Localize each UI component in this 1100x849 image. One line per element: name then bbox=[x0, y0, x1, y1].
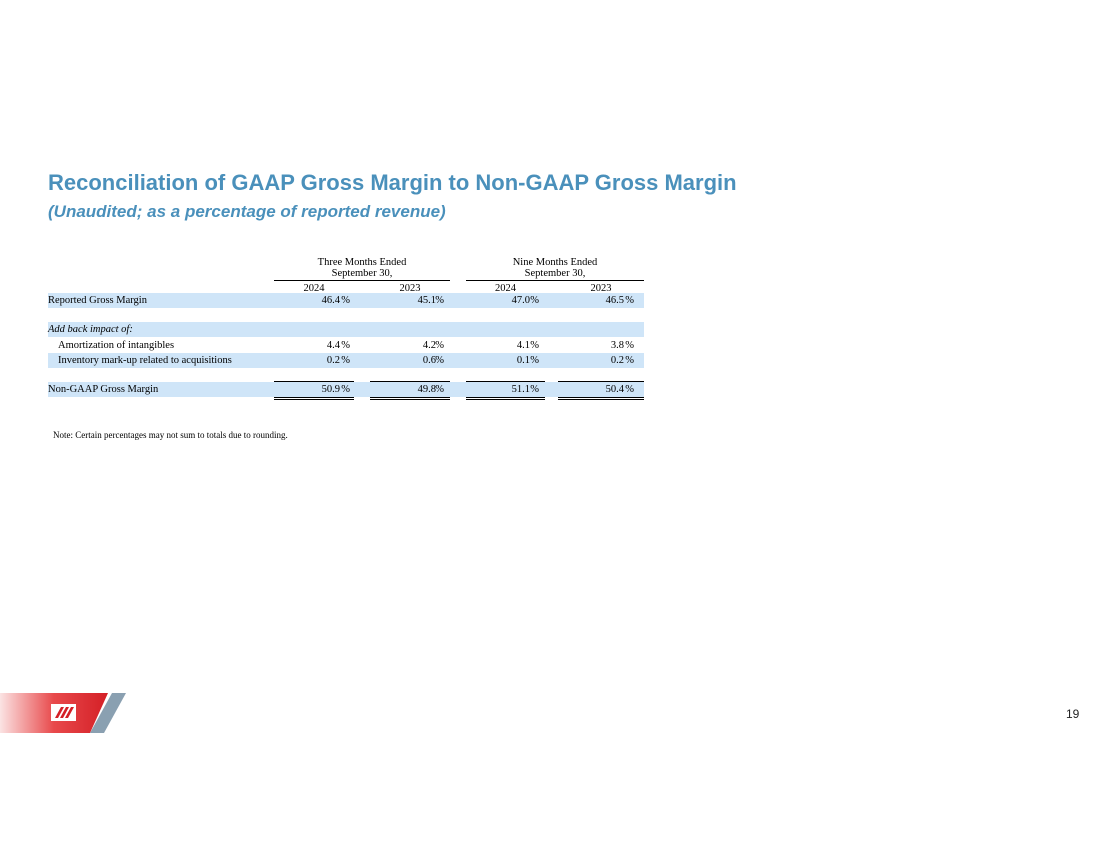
column-group-header: Three Months Ended bbox=[317, 257, 407, 268]
cell-value: 49.8 bbox=[417, 384, 436, 395]
cell-value: 0.2 bbox=[326, 355, 340, 366]
row-background bbox=[48, 353, 644, 368]
row-label: Reported Gross Margin bbox=[48, 295, 147, 306]
cell-unit: % bbox=[435, 355, 444, 366]
logo-stripe bbox=[90, 693, 126, 733]
row-label: Add back impact of: bbox=[48, 324, 133, 335]
logo bbox=[0, 693, 126, 733]
rule bbox=[558, 397, 644, 398]
rule bbox=[274, 381, 354, 382]
cell-value: 46.5 bbox=[605, 295, 624, 306]
column-group-header: September 30, bbox=[331, 268, 393, 279]
logo-glyph bbox=[60, 707, 69, 718]
cell-unit: % bbox=[625, 355, 634, 366]
cell-unit: % bbox=[530, 384, 539, 395]
rule bbox=[274, 399, 354, 400]
rule bbox=[466, 399, 545, 400]
cell-unit: % bbox=[341, 355, 350, 366]
rule bbox=[370, 397, 450, 398]
rule bbox=[466, 381, 545, 382]
rule bbox=[370, 399, 450, 400]
rule bbox=[370, 381, 450, 382]
row-label: Non-GAAP Gross Margin bbox=[48, 384, 159, 395]
rule bbox=[558, 399, 644, 400]
cell-value: 47.0 bbox=[511, 295, 530, 306]
rule bbox=[274, 397, 354, 398]
page-number: 19 bbox=[1066, 707, 1080, 721]
year-header: 2024 bbox=[303, 283, 325, 294]
cell-value: 4.4 bbox=[326, 340, 340, 351]
cell-unit: % bbox=[435, 340, 444, 351]
year-header: 2023 bbox=[399, 283, 421, 294]
cell-value: 50.4 bbox=[605, 384, 624, 395]
cell-value: 0.6 bbox=[422, 355, 436, 366]
subtitle: (Unaudited; as a percentage of reported … bbox=[48, 202, 446, 221]
title: Reconciliation of GAAP Gross Margin to N… bbox=[48, 170, 737, 195]
cell-value: 0.2 bbox=[610, 355, 624, 366]
cell-unit: % bbox=[530, 355, 539, 366]
cell-value: 50.9 bbox=[321, 384, 340, 395]
rule bbox=[274, 280, 450, 281]
cell-value: 45.1 bbox=[417, 295, 436, 306]
column-group-header: September 30, bbox=[524, 268, 586, 279]
cell-unit: % bbox=[435, 384, 444, 395]
year-header: 2023 bbox=[590, 283, 612, 294]
cell-unit: % bbox=[625, 295, 634, 306]
cell-value: 0.1 bbox=[516, 355, 530, 366]
year-header: 2024 bbox=[495, 283, 516, 294]
logo-glyph bbox=[55, 707, 64, 718]
cell-unit: % bbox=[530, 340, 539, 351]
cell-unit: % bbox=[625, 340, 634, 351]
column-group-header: Nine Months Ended bbox=[512, 257, 598, 268]
cell-value: 46.4 bbox=[321, 295, 340, 306]
cell-unit: % bbox=[341, 340, 350, 351]
row-background bbox=[48, 293, 644, 308]
row-label: Amortization of intangibles bbox=[58, 340, 175, 351]
cell-unit: % bbox=[435, 295, 444, 306]
row-background bbox=[48, 322, 644, 337]
logo-glyph bbox=[65, 707, 74, 718]
cell-value: 4.2 bbox=[422, 340, 436, 351]
cell-unit: % bbox=[341, 295, 350, 306]
row-background bbox=[48, 382, 644, 397]
rule bbox=[558, 381, 644, 382]
cell-unit: % bbox=[341, 384, 350, 395]
note: Note: Certain percentages may not sum to… bbox=[53, 430, 288, 440]
cell-value: 4.1 bbox=[516, 340, 530, 351]
cell-value: 51.1 bbox=[511, 384, 530, 395]
cell-value: 3.8 bbox=[610, 340, 624, 351]
cell-unit: % bbox=[530, 295, 539, 306]
rule bbox=[466, 280, 644, 281]
cell-unit: % bbox=[625, 384, 634, 395]
rule bbox=[466, 397, 545, 398]
row-label: Inventory mark-up related to acquisition… bbox=[58, 355, 232, 366]
